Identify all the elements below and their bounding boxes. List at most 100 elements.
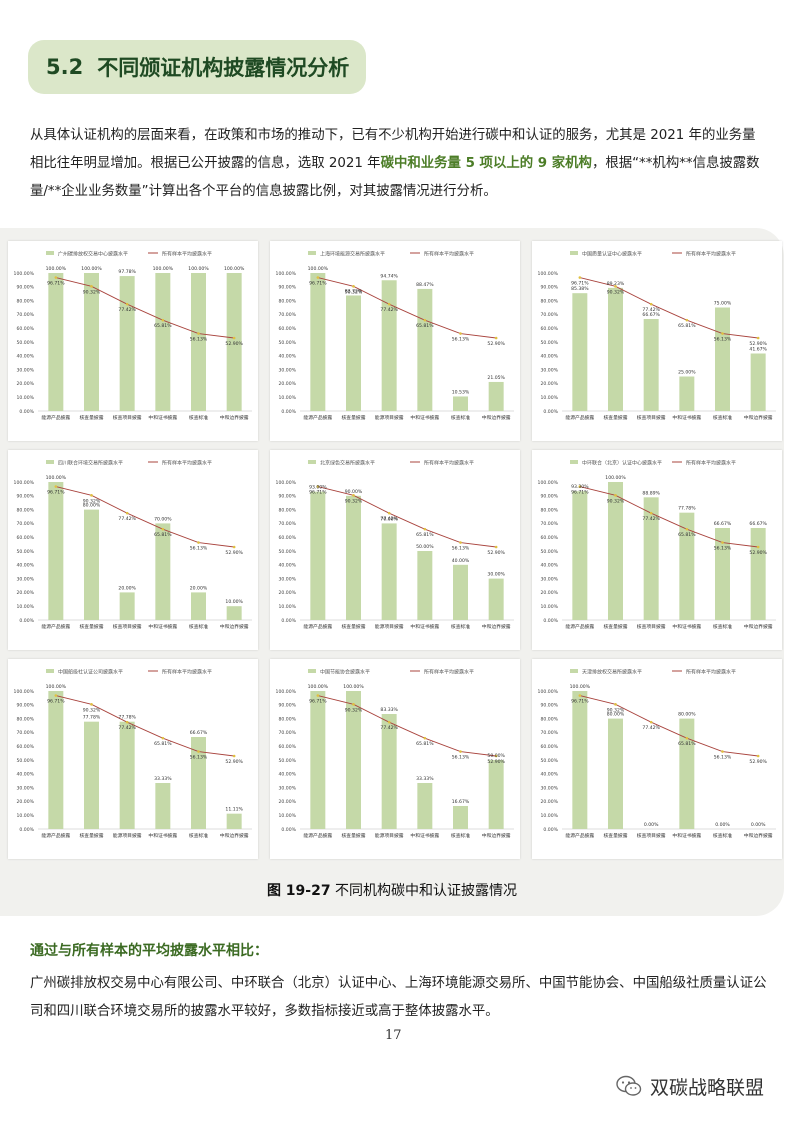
line-data-label: 56.13% (714, 546, 732, 552)
intro-paragraph: 从具体认证机构的层面来看，在政策和市场的推动下，已有不少机构开始进行碳中和认证的… (30, 122, 760, 206)
x-tick-label: 核查项目披露 (637, 623, 666, 630)
line-point (90, 285, 93, 288)
y-tick-label: 60.00% (278, 744, 296, 750)
x-tick-label: 中和边界披露 (220, 832, 249, 839)
bar-data-label: 40.00% (452, 558, 470, 564)
line-data-label: 77.42% (380, 725, 398, 731)
legend-swatch-bar (308, 251, 316, 255)
y-tick-label: 10.00% (16, 813, 34, 819)
bar (417, 783, 433, 829)
y-tick-label: 20.00% (16, 590, 34, 596)
y-tick-label: 100.00% (14, 689, 35, 695)
chart-svg: 广州碳排放权交易中心披露水平 所有样本平均披露水平 0.00% 10.00% 20.00… (14, 251, 252, 421)
line-point (232, 754, 236, 758)
bar (381, 523, 397, 620)
section-title: 5.2 不同颁证机构披露情况分析 (28, 40, 366, 94)
line-point (54, 485, 58, 488)
line-data-label: 56.13% (452, 755, 470, 761)
bar (346, 691, 361, 829)
chart-svg: 中国节能协会披露水平 所有样本平均披露水平 0.00% 10.00% 20.00% 30.… (276, 669, 514, 839)
line-data-label: 56.13% (190, 755, 208, 761)
y-tick-label: 70.00% (16, 521, 34, 527)
line-point (685, 527, 689, 531)
line-data-label: 96.71% (309, 699, 327, 705)
bar (572, 293, 588, 411)
bar-data-label: 0.00% (644, 822, 659, 828)
bar (226, 813, 242, 829)
y-tick-label: 20.00% (278, 381, 296, 387)
y-tick-label: 20.00% (540, 799, 558, 805)
legend-label-bar: 北京绿色交易所披露水平 (320, 460, 375, 467)
line-point (352, 494, 355, 497)
line-data-label: 96.71% (47, 699, 65, 705)
line-point (387, 511, 391, 515)
y-tick-label: 100.00% (538, 689, 559, 695)
bar-data-label: 88.47% (416, 282, 434, 288)
line-point (423, 318, 427, 322)
line-point (387, 302, 391, 306)
line-point (459, 750, 462, 753)
line-data-label: 77.42% (642, 307, 660, 313)
bar (155, 783, 171, 829)
line-data-label: 56.13% (452, 337, 470, 343)
chart-2: 上海环境能源交易所披露水平 所有样本平均披露水平 0.00% 10.00% 20.00%… (270, 241, 520, 441)
bar (119, 592, 135, 620)
y-tick-label: 30.00% (16, 367, 34, 373)
y-tick-label: 50.00% (16, 340, 34, 346)
y-tick-label: 30.00% (278, 785, 296, 791)
y-tick-label: 50.00% (16, 549, 34, 555)
y-tick-label: 80.00% (16, 507, 34, 513)
x-tick-label: 核查量披露 (342, 623, 366, 630)
legend-swatch-bar (570, 669, 578, 673)
line-point (459, 332, 462, 335)
bar (191, 273, 206, 411)
bar-data-label: 100.00% (46, 475, 67, 481)
watermark-text: 双碳战略联盟 (650, 1076, 765, 1099)
y-tick-label: 90.00% (278, 703, 296, 709)
line-point (685, 318, 689, 322)
y-tick-label: 80.00% (278, 298, 296, 304)
line-point (494, 545, 498, 549)
x-tick-label: 能源产品披露 (303, 623, 332, 630)
chart-svg: 中环联合（北京）认证中心披露水平 所有样本平均披露水平 0.00% 10.00% 20.… (538, 460, 776, 630)
bar-data-label: 41.67% (749, 346, 767, 352)
line-point (54, 694, 58, 697)
x-tick-label: 中和证书披露 (410, 414, 439, 421)
chart-svg: 四川联合环境交易所披露水平 所有样本平均披露水平 0.00% 10.00% 20.00%… (14, 460, 252, 630)
legend-swatch-bar (570, 251, 578, 255)
legend-label-line: 所有样本平均披露水平 (424, 460, 474, 467)
bar (346, 295, 361, 411)
y-tick-label: 90.00% (540, 285, 558, 291)
x-tick-label: 核查项目披露 (113, 414, 142, 421)
bar-data-label: 93.00% (309, 485, 327, 491)
bar-data-label: 100.00% (308, 684, 329, 690)
x-tick-label: 中和证书披露 (148, 832, 177, 839)
chart-svg: 中国船级社认证公司披露水平 所有样本平均披露水平 0.00% 10.00% 20.00%… (14, 669, 252, 839)
x-tick-label: 能源产品披露 (41, 832, 70, 839)
bar-data-label: 66.67% (642, 312, 660, 318)
y-tick-label: 70.00% (540, 312, 558, 318)
y-tick-label: 80.00% (540, 298, 558, 304)
legend-swatch-bar (46, 251, 54, 255)
y-tick-label: 60.00% (540, 326, 558, 332)
line-point (90, 494, 93, 497)
y-tick-label: 40.00% (278, 563, 296, 569)
line-data-label: 56.13% (190, 546, 208, 552)
y-tick-label: 30.00% (540, 576, 558, 582)
y-tick-label: 80.00% (278, 716, 296, 722)
line-data-label: 52.90% (749, 759, 767, 765)
y-tick-label: 0.00% (19, 409, 34, 415)
x-tick-label: 能源项目披露 (375, 623, 404, 630)
x-tick-label: 核查标准 (451, 832, 470, 839)
x-tick-label: 核查标准 (451, 414, 470, 421)
y-tick-label: 40.00% (278, 772, 296, 778)
x-tick-label: 能源项目披露 (375, 832, 404, 839)
bar-data-label: 10.00% (225, 599, 243, 605)
y-tick-label: 90.00% (278, 285, 296, 291)
legend-swatch-bar (308, 460, 316, 464)
line-point (614, 285, 617, 288)
line-data-label: 65.81% (678, 532, 696, 538)
y-tick-label: 100.00% (276, 689, 297, 695)
bar-data-label: 80.00% (83, 503, 101, 509)
bar (643, 318, 659, 411)
